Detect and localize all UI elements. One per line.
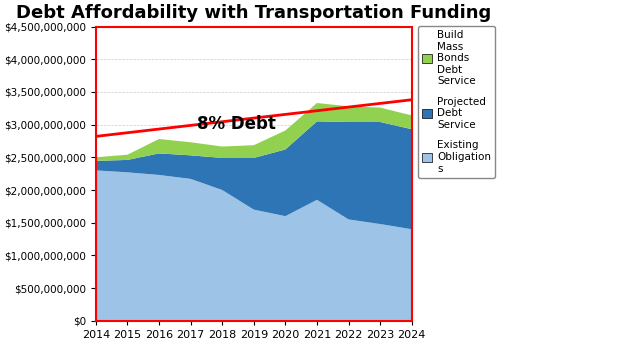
Legend: Build
Mass
Bonds
Debt
Service, Projected
Debt
Service, Existing
Obligation
s: Build Mass Bonds Debt Service, Projected… <box>418 26 496 178</box>
Text: 8% Debt: 8% Debt <box>197 115 276 132</box>
Title: Debt Affordability with Transportation Funding: Debt Affordability with Transportation F… <box>16 4 491 22</box>
